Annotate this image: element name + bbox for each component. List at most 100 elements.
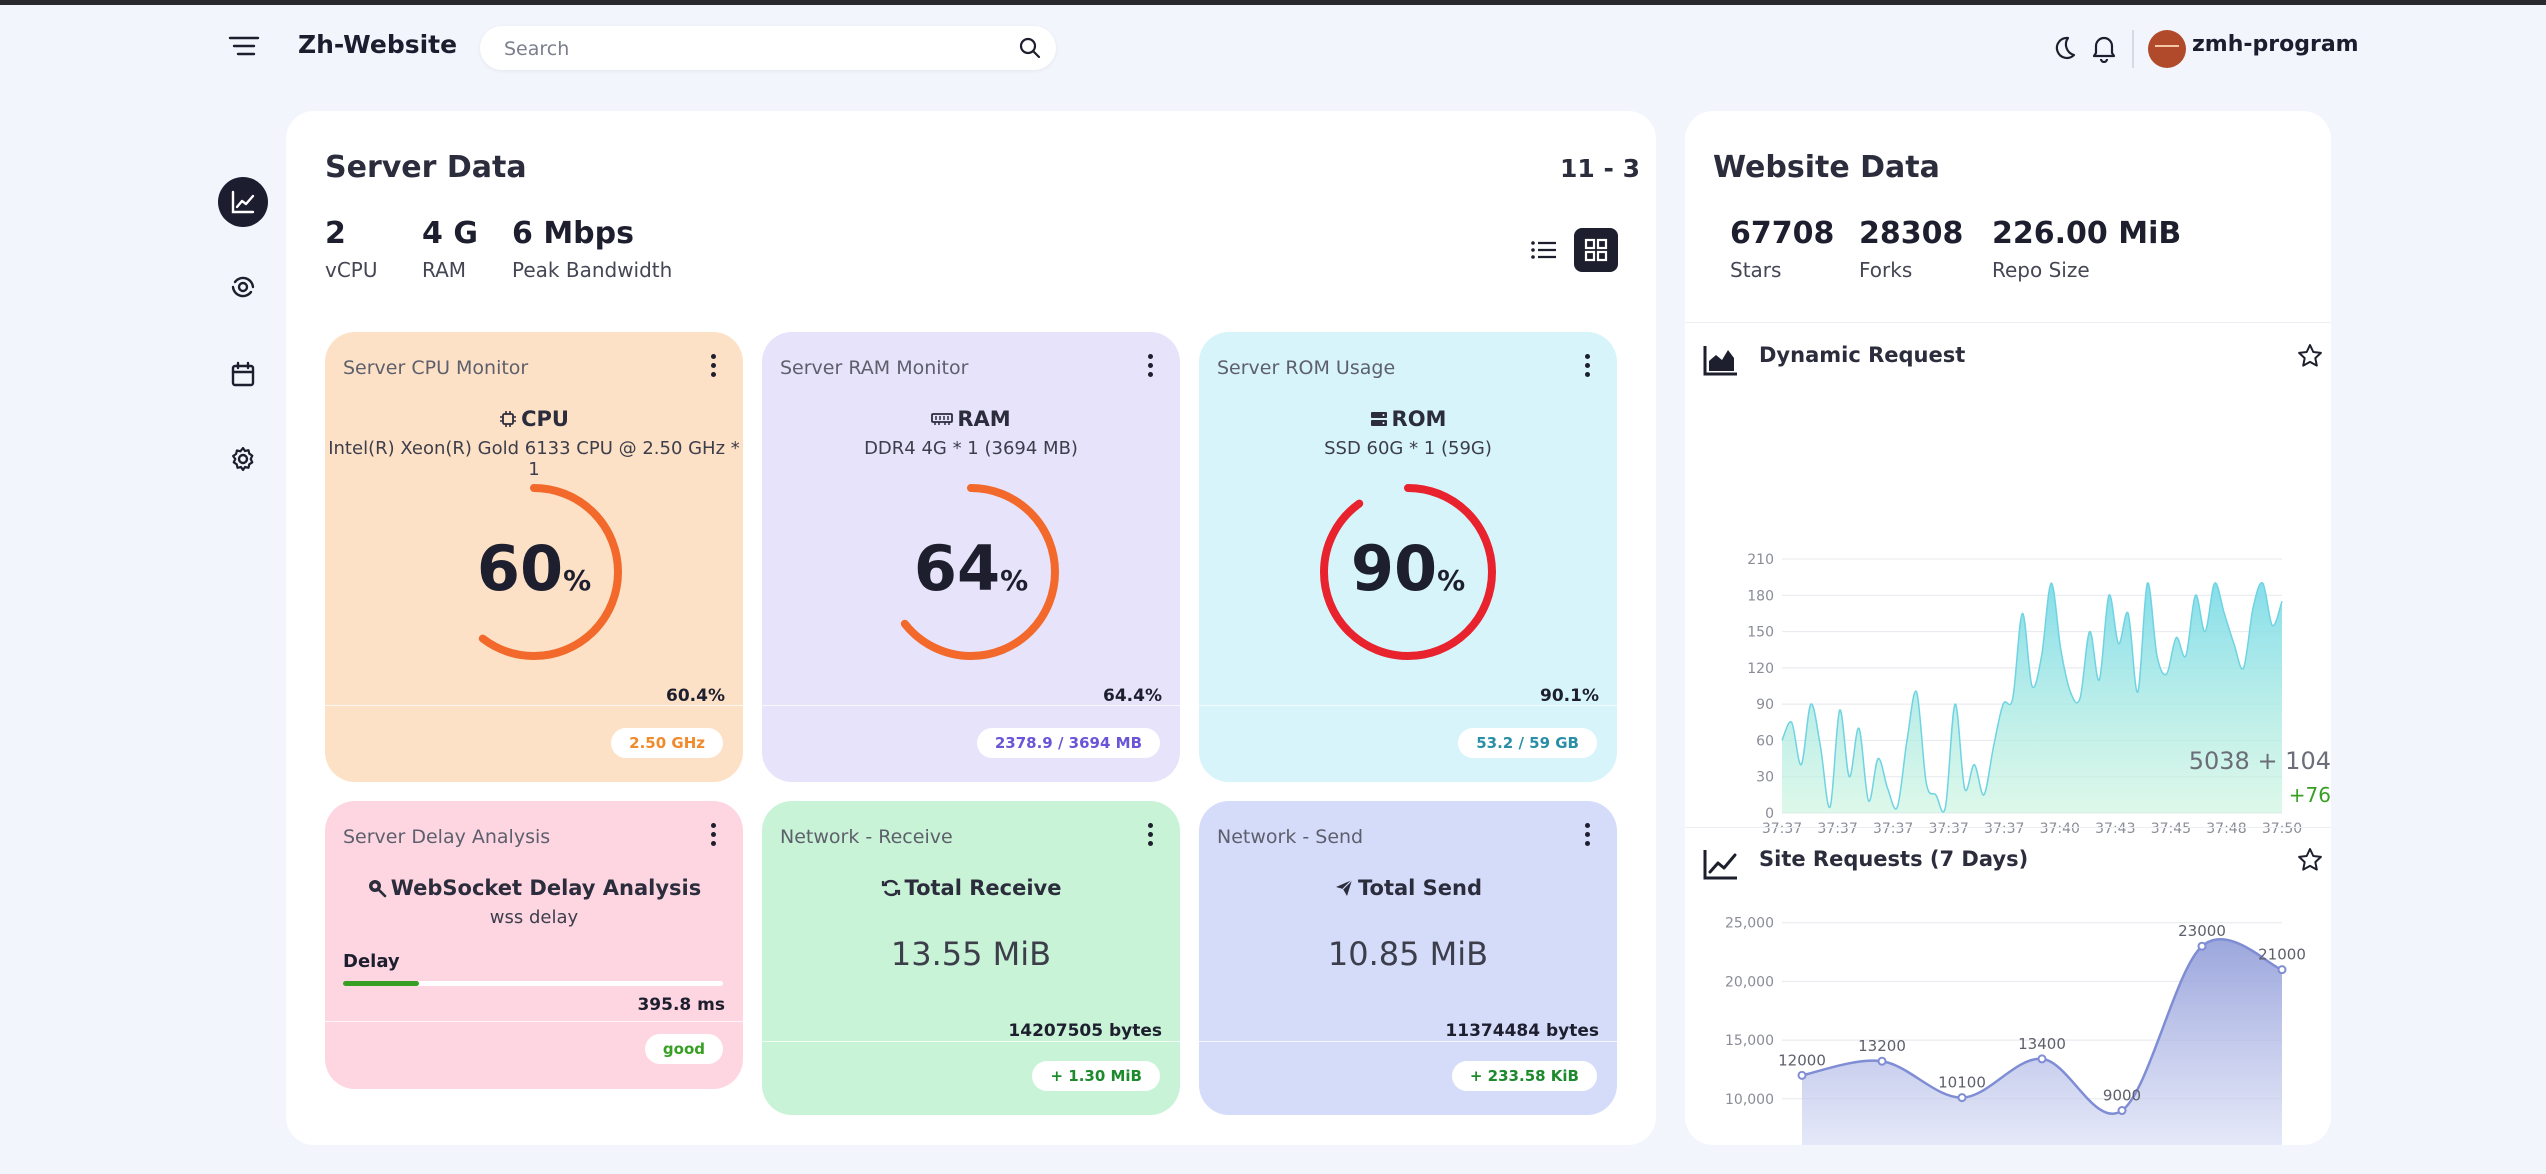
data-label: 10100 — [1938, 1074, 1986, 1092]
data-point — [1797, 1070, 1807, 1080]
stars-value: 67708 — [1730, 216, 1835, 251]
star-icon[interactable] — [2297, 343, 2323, 369]
more-options-icon[interactable] — [1583, 823, 1591, 849]
send-delta-badge: + 233.58 KiB — [1451, 1061, 1597, 1091]
vcpu-label: vCPU — [325, 258, 378, 282]
sync-icon — [881, 879, 900, 897]
rom-gauge-value: 90% — [1350, 532, 1466, 605]
receive-delta-badge: + 1.30 MiB — [1032, 1061, 1160, 1091]
more-options-icon[interactable] — [709, 354, 717, 380]
rom-name: ROM — [1391, 407, 1447, 431]
delay-bar-fill — [343, 981, 419, 986]
y-tick-label: 20,000 — [1725, 974, 1774, 990]
x-tick-label: 37:37 — [1928, 821, 1968, 837]
y-tick-label: 90 — [1756, 697, 1774, 713]
search-input[interactable] — [502, 26, 986, 72]
y-tick-label: 25,000 — [1725, 916, 1774, 932]
site-requests-title: Site Requests (7 Days) — [1759, 847, 2029, 871]
website-panel: Website Data 67708 Stars 28308 Forks 226… — [1685, 111, 2331, 1145]
receive-bytes: 14207505 bytes — [1008, 1021, 1162, 1041]
dynamic-request-total: 5038 + 104 — [2188, 747, 2331, 775]
data-label: 21000 — [2258, 946, 2306, 964]
ram-usage-badge: 2378.9 / 3694 MB — [976, 728, 1160, 758]
nav-analytics[interactable] — [218, 262, 268, 312]
cpu-name-row: CPU — [325, 407, 743, 431]
nav-settings[interactable] — [218, 434, 268, 484]
rom-name-row: ROM — [1199, 407, 1617, 431]
x-tick-label: 37:37 — [1762, 821, 1802, 837]
receive-name-row: Total Receive — [762, 876, 1180, 900]
list-view-button[interactable] — [1522, 228, 1566, 272]
more-options-icon[interactable] — [1583, 354, 1591, 380]
section-divider — [1685, 322, 2331, 323]
dynamic-request-title: Dynamic Request — [1759, 343, 1966, 367]
cpu-card: Server CPU Monitor CPU Intel(R) Xeon(R) … — [325, 332, 743, 782]
ram-name-row: RAM — [762, 407, 1180, 431]
bell-icon[interactable] — [2090, 33, 2118, 64]
dynamic-request-delta: +76 — [2288, 783, 2331, 807]
avatar[interactable] — [2148, 30, 2186, 68]
ram-gauge-value: 64% — [913, 532, 1029, 605]
data-point — [1957, 1093, 1967, 1103]
data-label: 13400 — [2018, 1035, 2066, 1053]
delay-card: Server Delay Analysis WebSocket Delay An… — [325, 801, 743, 1089]
rom-percent: 90.1% — [1540, 686, 1599, 706]
search-icon[interactable] — [1018, 36, 1042, 60]
ram-gauge — [883, 484, 1059, 660]
calendar-icon — [231, 361, 255, 387]
cpu-percent: 60.4% — [666, 686, 725, 706]
card-divider — [1199, 1041, 1617, 1042]
moon-icon[interactable] — [2050, 34, 2078, 62]
search-bar[interactable] — [480, 26, 1056, 72]
cpu-card-title: Server CPU Monitor — [343, 357, 529, 379]
nav-dashboard[interactable] — [218, 177, 268, 227]
more-options-icon[interactable] — [1146, 823, 1154, 849]
header-divider — [2132, 30, 2134, 68]
y-tick-label: 120 — [1747, 661, 1774, 677]
rom-model: SSD 60G * 1 (59G) — [1324, 438, 1492, 459]
delay-name-row: WebSocket Delay Analysis — [325, 876, 743, 900]
data-label: 9000 — [2103, 1087, 2141, 1105]
chip-icon — [500, 411, 517, 427]
y-tick-label: 210 — [1747, 552, 1774, 568]
grid-icon — [1584, 238, 1608, 262]
send-name-row: Total Send — [1199, 876, 1617, 900]
card-divider — [325, 1021, 743, 1022]
card-divider — [1199, 705, 1617, 706]
data-label: 12000 — [1778, 1051, 1826, 1069]
y-tick-label: 30 — [1756, 770, 1774, 786]
area-chart-icon — [1703, 346, 1737, 376]
receive-name: Total Receive — [904, 876, 1062, 900]
y-tick-label: 0 — [1765, 806, 1774, 822]
star-icon[interactable] — [2297, 847, 2323, 873]
site-name[interactable]: Zh-Website — [298, 30, 458, 59]
ram-label: RAM — [422, 258, 467, 282]
grid-view-button[interactable] — [1574, 228, 1618, 272]
card-divider — [762, 1041, 1180, 1042]
more-options-icon[interactable] — [1146, 354, 1154, 380]
send-bytes: 11374484 bytes — [1445, 1021, 1599, 1041]
username[interactable]: zmh-program — [2192, 32, 2359, 57]
delay-status-badge: good — [644, 1034, 723, 1064]
data-label: 13200 — [1858, 1037, 1906, 1055]
send-card: Network - Send Total Send 10.85 MiB 1137… — [1199, 801, 1617, 1115]
rom-card-title: Server ROM Usage — [1217, 357, 1396, 379]
x-tick-label: 37:37 — [1873, 821, 1913, 837]
more-options-icon[interactable] — [709, 823, 717, 849]
x-tick-label: 37:48 — [2206, 821, 2246, 837]
receive-card-title: Network - Receive — [780, 826, 953, 848]
vcpu-value: 2 — [325, 216, 346, 251]
line-chart-icon — [1703, 850, 1737, 880]
x-tick-label: 37:37 — [1817, 821, 1857, 837]
rom-usage-badge: 53.2 / 59 GB — [1458, 728, 1597, 758]
ram-value: 4 G — [422, 216, 478, 251]
gear-icon — [232, 446, 254, 472]
dynamic-request-area — [1782, 582, 2282, 813]
data-label: 23000 — [2178, 922, 2226, 940]
nav-calendar[interactable] — [218, 349, 268, 399]
menu-icon[interactable] — [226, 32, 262, 62]
cpu-name: CPU — [521, 407, 569, 431]
delay-sub: wss delay — [489, 907, 579, 928]
site-requests-chart: 10,000 15,000 20,000 25,000 12000 13200 10100 1… — [1725, 916, 2306, 1145]
data-point — [2277, 965, 2287, 975]
